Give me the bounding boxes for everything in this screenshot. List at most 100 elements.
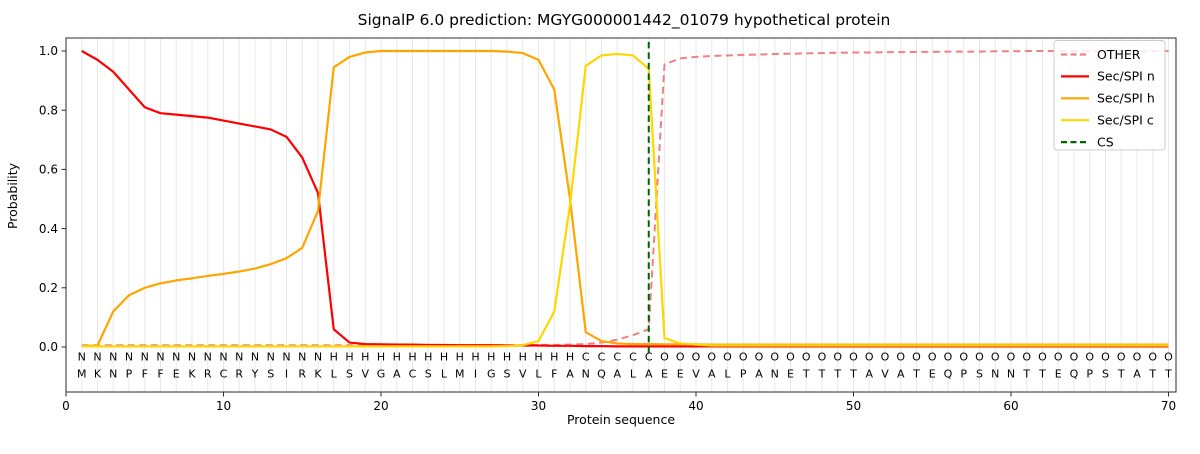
residue-letter: I — [285, 368, 288, 381]
residue-letter: E — [929, 368, 936, 381]
legend-box — [1053, 40, 1166, 151]
residue-letter: A — [645, 368, 653, 381]
y-tick-label: 0.4 — [39, 222, 58, 236]
legend: OTHER Sec/SPI n Sec/SPI h Sec/SPI c CS — [1053, 40, 1166, 151]
region-label-letter: N — [298, 351, 306, 364]
residue-letter: V — [361, 368, 369, 381]
residue-letter: N — [771, 368, 779, 381]
residue-letter: S — [1102, 368, 1109, 381]
region-label-letter: O — [676, 351, 685, 364]
x-tick-label: 60 — [1003, 399, 1018, 413]
region-label-letter: N — [188, 351, 196, 364]
y-axis-label: Probability — [5, 162, 20, 229]
region-label-letter: N — [267, 351, 275, 364]
region-label-letter: H — [471, 351, 479, 364]
residue-letter: N — [582, 368, 590, 381]
residue-letter: Y — [251, 368, 259, 381]
region-label-letter: O — [975, 351, 984, 364]
region-label-letter: O — [1038, 351, 1047, 364]
residue-letter: A — [393, 368, 401, 381]
region-label-letter: N — [314, 351, 322, 364]
region-label-letter: O — [770, 351, 779, 364]
residue-letter: A — [897, 368, 905, 381]
residue-letter: A — [1133, 368, 1141, 381]
sequence-letters: NMNKNNNPNFNFNENKNRNCNRNYNSNINRNKHLHSHVHG… — [77, 351, 1173, 381]
region-label-letter: N — [219, 351, 227, 364]
region-label-letter: N — [172, 351, 180, 364]
region-label-letter: N — [109, 351, 117, 364]
residue-letter: S — [346, 368, 353, 381]
residue-letter: E — [173, 368, 180, 381]
residue-letter: T — [1148, 368, 1156, 381]
plot-border — [65, 37, 1177, 393]
region-label-letter: O — [1117, 351, 1126, 364]
x-tick-label: 0 — [62, 399, 70, 413]
residue-letter: R — [298, 368, 306, 381]
residue-letter: C — [409, 368, 417, 381]
region-label-letter: O — [707, 351, 716, 364]
region-label-letter: N — [235, 351, 243, 364]
series-line-sec-spi-h — [81, 49, 1169, 348]
chart-title: SignalP 6.0 prediction: MGYG000001442_01… — [358, 11, 891, 30]
region-label-letter: H — [393, 351, 401, 364]
region-label-letter: H — [487, 351, 495, 364]
residue-letter: K — [188, 368, 196, 381]
residue-letter: T — [818, 368, 826, 381]
residue-letter: P — [740, 368, 747, 381]
region-label-letter: O — [912, 351, 921, 364]
region-label-letter: H — [408, 351, 416, 364]
residue-letter: R — [235, 368, 243, 381]
residue-letter: Q — [597, 368, 606, 381]
region-label-letter: O — [1007, 351, 1016, 364]
residue-letter: T — [1038, 368, 1046, 381]
residue-letter: P — [960, 368, 967, 381]
region-label-letter: O — [833, 351, 842, 364]
region-label-letter: O — [959, 351, 968, 364]
residue-letter: N — [991, 368, 999, 381]
region-label-letter: H — [345, 351, 353, 364]
legend-label-cs: CS — [1097, 134, 1114, 149]
residue-letter: G — [487, 368, 496, 381]
y-tick-label: 0.6 — [39, 163, 58, 177]
region-label-letter: O — [692, 351, 701, 364]
region-label-letter: H — [330, 351, 338, 364]
residue-letter: E — [1055, 368, 1062, 381]
residue-letter: T — [1117, 368, 1125, 381]
region-label-letter: O — [786, 351, 795, 364]
residue-letter: F — [157, 368, 163, 381]
residue-letter: T — [833, 368, 841, 381]
region-label-letter: C — [598, 351, 606, 364]
region-label-letter: N — [204, 351, 212, 364]
residue-letter: N — [1007, 368, 1015, 381]
region-label-letter: O — [944, 351, 953, 364]
region-label-letter: N — [93, 351, 101, 364]
x-tick-label: 30 — [531, 399, 546, 413]
series-lines — [81, 40, 1169, 353]
region-label-letter: O — [928, 351, 937, 364]
region-label-letter: O — [896, 351, 905, 364]
y-tick-label: 1.0 — [39, 44, 58, 58]
gridlines — [81, 38, 1169, 392]
region-label-letter: N — [156, 351, 164, 364]
region-label-letter: O — [1022, 351, 1031, 364]
residue-letter: E — [787, 368, 794, 381]
region-label-letter: O — [849, 351, 858, 364]
region-label-letter: O — [1054, 351, 1063, 364]
series-line-other — [81, 50, 1169, 347]
residue-letter: T — [1022, 368, 1030, 381]
region-label-letter: O — [991, 351, 1000, 364]
region-label-letter: H — [550, 351, 558, 364]
region-label-letter: O — [1085, 351, 1094, 364]
residue-letter: L — [331, 368, 338, 381]
residue-letter: M — [455, 368, 465, 381]
residue-letter: P — [1086, 368, 1093, 381]
residue-letter: N — [109, 368, 117, 381]
region-label-letter: H — [377, 351, 385, 364]
residue-letter: F — [142, 368, 148, 381]
residue-letter: V — [519, 368, 527, 381]
region-label-letter: O — [739, 351, 748, 364]
region-label-letter: O — [1133, 351, 1142, 364]
region-label-letter: O — [723, 351, 732, 364]
region-label-letter: O — [818, 351, 827, 364]
